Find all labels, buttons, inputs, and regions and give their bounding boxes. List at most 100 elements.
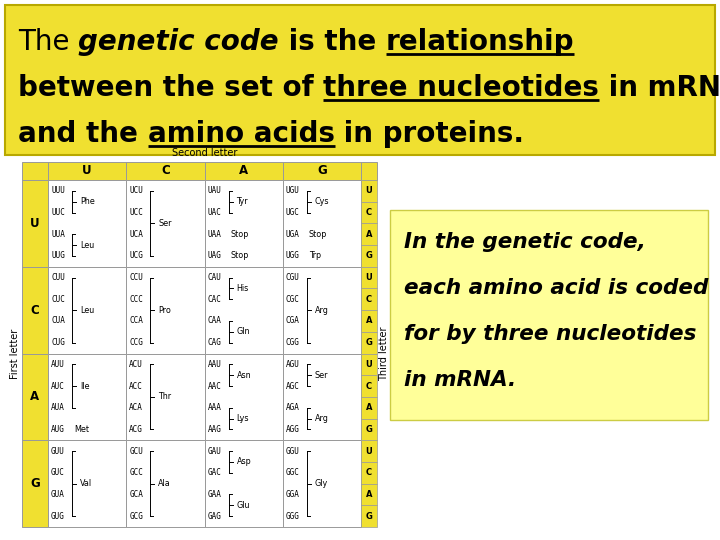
Bar [48, 162, 126, 180]
Bar [361, 288, 377, 310]
Text: AUC: AUC [51, 382, 65, 390]
Bar [390, 210, 708, 420]
Bar [283, 354, 361, 440]
Text: relationship: relationship [386, 28, 575, 56]
Text: GCA: GCA [130, 490, 143, 499]
Bar [361, 397, 377, 418]
Text: U: U [82, 165, 92, 178]
Text: UAU: UAU [207, 186, 221, 195]
Bar [361, 180, 377, 201]
Text: Ser: Ser [315, 370, 328, 380]
Text: G: G [366, 512, 372, 521]
Bar [361, 354, 377, 375]
Text: in mRNA.: in mRNA. [404, 370, 516, 390]
Text: Glu: Glu [236, 501, 250, 510]
Bar [204, 267, 283, 354]
Bar [361, 245, 377, 267]
Text: Gly: Gly [315, 479, 328, 488]
Text: Asn: Asn [236, 370, 251, 380]
Text: UGG: UGG [286, 252, 300, 260]
Text: UCU: UCU [130, 186, 143, 195]
Text: and the: and the [18, 120, 148, 148]
Bar [22, 267, 48, 354]
Text: G: G [366, 425, 372, 434]
Text: AAA: AAA [207, 403, 221, 412]
Text: AGA: AGA [286, 403, 300, 412]
Bar [361, 440, 377, 462]
Bar [283, 162, 361, 180]
Text: Third letter: Third letter [379, 326, 389, 381]
Bar [48, 354, 126, 440]
Text: G: G [317, 165, 327, 178]
Text: GGG: GGG [286, 512, 300, 521]
Text: Val: Val [80, 479, 92, 488]
Text: First letter: First letter [10, 328, 20, 379]
Text: GAU: GAU [207, 447, 221, 456]
Text: Cys: Cys [315, 197, 329, 206]
Text: UAA: UAA [207, 230, 221, 239]
Text: three nucleotides: three nucleotides [323, 74, 599, 102]
Bar [5, 5, 715, 155]
Bar [126, 180, 204, 267]
Text: Stop: Stop [230, 230, 249, 239]
Bar [204, 354, 283, 440]
Text: UCG: UCG [130, 252, 143, 260]
Text: CCU: CCU [130, 273, 143, 282]
Text: in proteins.: in proteins. [335, 120, 524, 148]
Text: Pro: Pro [158, 306, 171, 315]
Text: U: U [366, 186, 372, 195]
Text: Arg: Arg [315, 306, 328, 315]
Text: UUU: UUU [51, 186, 65, 195]
Bar [126, 267, 204, 354]
Text: UGC: UGC [286, 208, 300, 217]
Text: A: A [239, 165, 248, 178]
Text: CAA: CAA [207, 316, 221, 326]
Text: Asp: Asp [236, 457, 251, 467]
Text: AGG: AGG [286, 425, 300, 434]
Text: Stop: Stop [309, 230, 327, 239]
Text: Lys: Lys [236, 414, 249, 423]
Text: Thr: Thr [158, 393, 171, 401]
Text: GAA: GAA [207, 490, 221, 499]
Text: C: C [366, 382, 372, 390]
Text: UGU: UGU [286, 186, 300, 195]
Bar [361, 418, 377, 440]
Text: C: C [366, 295, 372, 304]
Text: C: C [366, 468, 372, 477]
Text: Phe: Phe [80, 197, 95, 206]
Text: AUU: AUU [51, 360, 65, 369]
Text: Tyr: Tyr [236, 197, 248, 206]
Text: Arg: Arg [315, 414, 328, 423]
Text: G: G [366, 252, 372, 260]
Text: Stop: Stop [230, 252, 249, 260]
Text: AAC: AAC [207, 382, 221, 390]
Text: ACU: ACU [130, 360, 143, 369]
Bar [361, 462, 377, 484]
Bar [204, 180, 283, 267]
Text: UUG: UUG [51, 252, 65, 260]
Bar [48, 180, 126, 267]
Text: GUA: GUA [51, 490, 65, 499]
Text: UGA: UGA [286, 230, 300, 239]
Text: CAU: CAU [207, 273, 221, 282]
Text: Met: Met [74, 425, 89, 434]
Text: amino acids: amino acids [148, 120, 335, 148]
Text: A: A [366, 316, 372, 326]
Text: C: C [366, 208, 372, 217]
Text: GAG: GAG [207, 512, 221, 521]
Text: G: G [30, 477, 40, 490]
Bar [361, 201, 377, 224]
Text: GGU: GGU [286, 447, 300, 456]
Text: each amino acid is coded: each amino acid is coded [404, 278, 708, 298]
Text: AUA: AUA [51, 403, 65, 412]
Text: CAC: CAC [207, 295, 221, 304]
Bar [361, 162, 377, 180]
Text: UAG: UAG [207, 252, 221, 260]
Bar [204, 162, 283, 180]
Text: CUC: CUC [51, 295, 65, 304]
Bar [126, 354, 204, 440]
Text: U: U [366, 447, 372, 456]
Text: GAC: GAC [207, 468, 221, 477]
Text: In the genetic code,: In the genetic code, [404, 232, 646, 252]
Text: Leu: Leu [80, 306, 94, 315]
